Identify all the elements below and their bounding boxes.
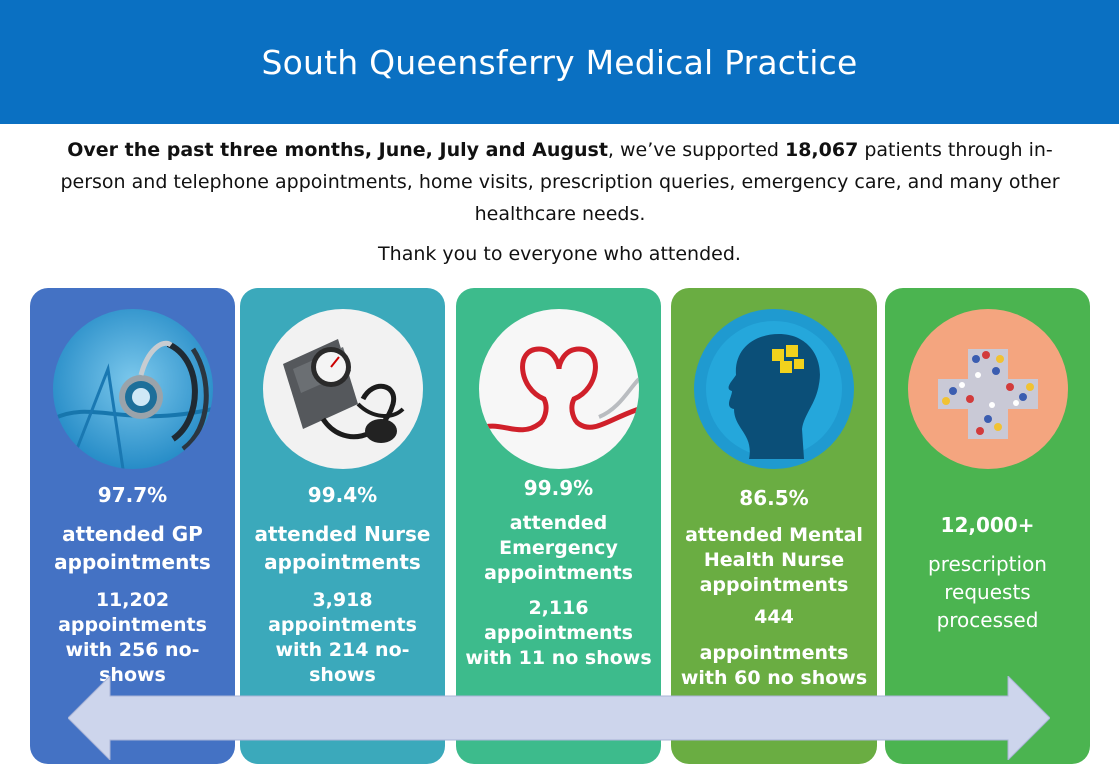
prescriptions-label: prescription requests processed <box>928 552 1047 632</box>
emergency-detail: appointments with 11 no shows <box>465 622 652 669</box>
prescriptions-count: 12,000+ <box>940 513 1035 537</box>
nurse-percent: 99.4% <box>307 483 378 507</box>
stethoscope-image <box>52 309 213 469</box>
mental-health-percent: 86.5% <box>739 486 809 510</box>
pills-cross-image <box>907 309 1068 469</box>
header-banner: South Queensferry Medical Practice <box>0 0 1119 124</box>
intro-bold-lead: Over the past three months, June, July a… <box>67 139 608 161</box>
gp-card: 97.7% attended GP appointments 11,202 ap… <box>30 288 235 764</box>
gp-label: attended GP appointments <box>54 522 211 574</box>
mental-health-count: 444 <box>754 606 794 628</box>
emergency-percent: 99.9% <box>523 476 594 500</box>
gp-detail: appointments with 256 no-shows <box>58 614 207 686</box>
gp-count: 11,202 <box>95 589 170 611</box>
intro-text-1: , we’ve supported <box>607 139 785 161</box>
prescriptions-card: 12,000+ prescription requests processed <box>885 288 1090 764</box>
intro-patient-count: 18,067 <box>784 139 859 161</box>
emergency-card: 99.9% attended Emergency appointments 2,… <box>456 288 661 764</box>
intro-text-2: patients through in-person and telephone… <box>60 139 1060 225</box>
mental-health-label: attended Mental Health Nurse appointment… <box>685 524 863 596</box>
page-title: South Queensferry Medical Practice <box>261 42 858 82</box>
blood-pressure-cuff-image <box>262 309 423 469</box>
thanks-message: Thank you to everyone who attended. <box>378 243 741 265</box>
heart-stethoscope-image <box>478 309 639 469</box>
emergency-label: attended Emergency appointments <box>484 512 633 584</box>
mental-health-card: 86.5% attended Mental Health Nurse appoi… <box>671 288 877 764</box>
double-arrow-icon <box>68 676 1050 760</box>
nurse-card: 99.4% attended Nurse appointments 3,918 … <box>240 288 445 764</box>
intro-paragraph: Over the past three months, June, July a… <box>40 134 1080 230</box>
nurse-label: attended Nurse appointments <box>254 522 431 574</box>
nurse-count: 3,918 <box>312 589 373 611</box>
mental-health-detail: appointments with 60 no shows <box>680 642 868 689</box>
gp-percent: 97.7% <box>97 483 168 507</box>
emergency-count: 2,116 <box>528 597 589 619</box>
nurse-detail: appointments with 214 no-shows <box>268 614 417 686</box>
mental-health-head-image <box>694 309 854 469</box>
